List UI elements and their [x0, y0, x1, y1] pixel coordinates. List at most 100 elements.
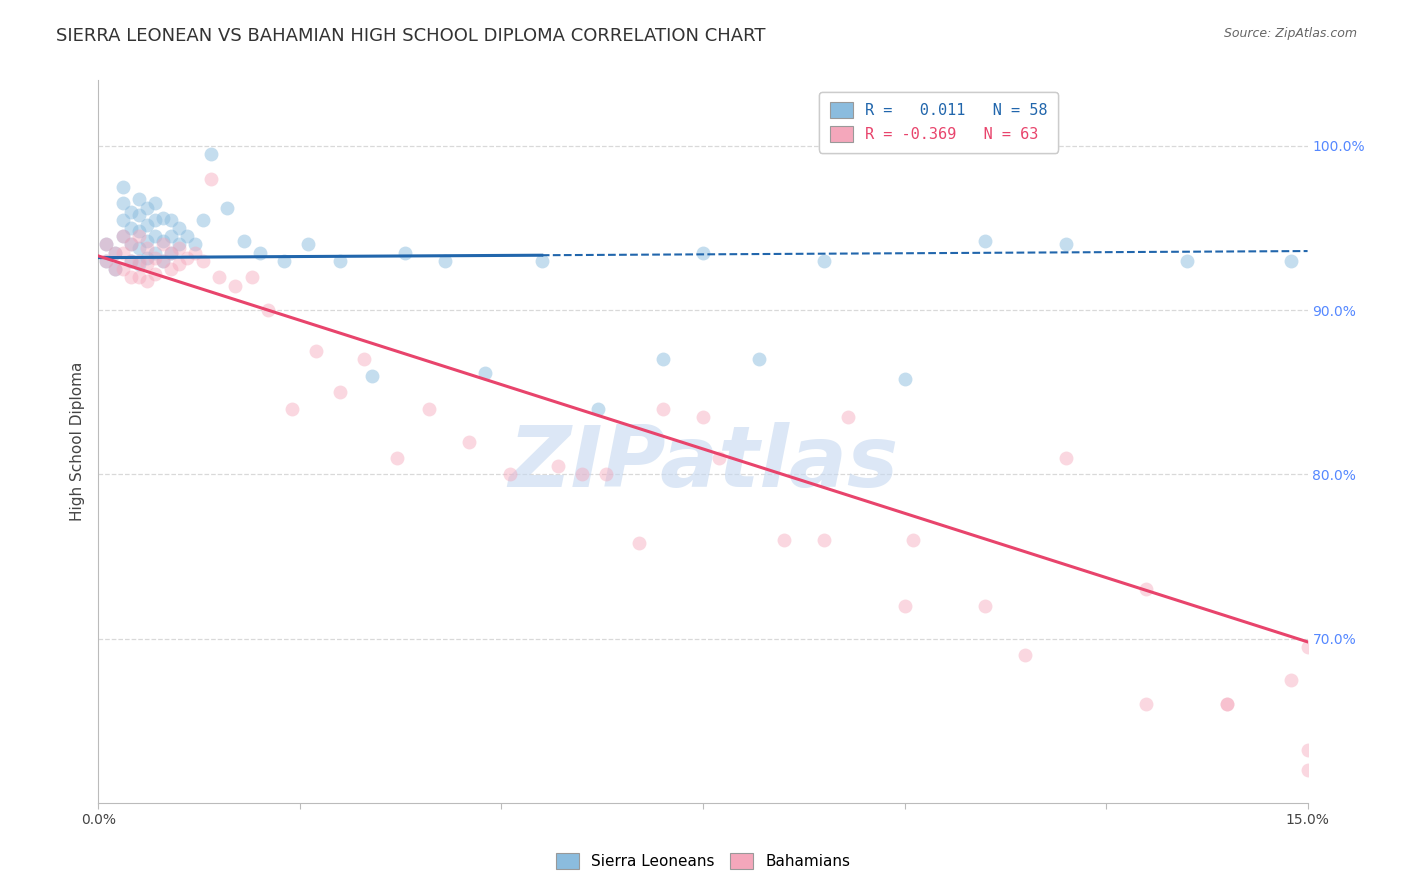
Point — [128, 224, 150, 238]
Point — [1281, 253, 1303, 268]
Point — [249, 245, 271, 260]
Point — [120, 237, 142, 252]
Point — [498, 467, 520, 482]
Point — [974, 234, 997, 248]
Point — [329, 253, 352, 268]
Point — [217, 202, 239, 216]
Point — [128, 253, 150, 268]
Point — [893, 372, 915, 386]
Point — [176, 229, 198, 244]
Point — [96, 237, 118, 252]
Point — [571, 467, 593, 482]
Point — [200, 147, 222, 161]
Y-axis label: High School Diploma: High School Diploma — [69, 362, 84, 521]
Point — [128, 192, 150, 206]
Point — [772, 533, 794, 547]
Point — [184, 245, 207, 260]
Point — [1054, 450, 1077, 465]
Point — [143, 196, 166, 211]
Point — [111, 229, 134, 244]
Point — [305, 344, 328, 359]
Point — [256, 303, 278, 318]
Point — [152, 253, 174, 268]
Point — [143, 212, 166, 227]
Legend: R =   0.011   N = 58, R = -0.369   N = 63: R = 0.011 N = 58, R = -0.369 N = 63 — [820, 92, 1059, 153]
Point — [96, 237, 118, 252]
Point — [974, 599, 997, 613]
Point — [103, 262, 125, 277]
Point — [135, 202, 157, 216]
Point — [474, 366, 496, 380]
Point — [530, 253, 553, 268]
Point — [434, 253, 457, 268]
Point — [96, 253, 118, 268]
Point — [152, 237, 174, 252]
Point — [458, 434, 481, 449]
Point — [353, 352, 375, 367]
Legend: Sierra Leoneans, Bahamians: Sierra Leoneans, Bahamians — [550, 847, 856, 875]
Point — [184, 237, 207, 252]
Point — [394, 245, 416, 260]
Point — [651, 401, 673, 416]
Point — [893, 599, 915, 613]
Point — [135, 257, 157, 271]
Point — [152, 253, 174, 268]
Text: ZIPatlas: ZIPatlas — [508, 422, 898, 505]
Point — [1135, 698, 1157, 712]
Point — [167, 221, 190, 235]
Point — [193, 212, 215, 227]
Point — [120, 237, 142, 252]
Point — [120, 253, 142, 268]
Point — [143, 251, 166, 265]
Point — [1135, 582, 1157, 597]
Point — [1054, 237, 1077, 252]
Point — [160, 245, 183, 260]
Point — [135, 218, 157, 232]
Point — [281, 401, 304, 416]
Point — [1216, 698, 1239, 712]
Point — [1296, 743, 1319, 757]
Point — [135, 251, 157, 265]
Point — [692, 409, 714, 424]
Point — [901, 533, 924, 547]
Point — [595, 467, 617, 482]
Point — [297, 237, 319, 252]
Point — [128, 270, 150, 285]
Point — [813, 253, 835, 268]
Point — [208, 270, 231, 285]
Point — [193, 253, 215, 268]
Point — [128, 229, 150, 244]
Point — [111, 196, 134, 211]
Point — [152, 211, 174, 226]
Point — [586, 401, 609, 416]
Point — [111, 180, 134, 194]
Point — [135, 274, 157, 288]
Point — [160, 262, 183, 277]
Point — [1014, 648, 1036, 662]
Point — [176, 251, 198, 265]
Point — [329, 385, 352, 400]
Point — [160, 212, 183, 227]
Text: SIERRA LEONEAN VS BAHAMIAN HIGH SCHOOL DIPLOMA CORRELATION CHART: SIERRA LEONEAN VS BAHAMIAN HIGH SCHOOL D… — [56, 27, 766, 45]
Point — [128, 257, 150, 271]
Point — [143, 245, 166, 260]
Point — [160, 229, 183, 244]
Point — [361, 368, 384, 383]
Point — [96, 253, 118, 268]
Point — [167, 237, 190, 252]
Point — [837, 409, 859, 424]
Text: Source: ZipAtlas.com: Source: ZipAtlas.com — [1223, 27, 1357, 40]
Point — [143, 229, 166, 244]
Point — [200, 171, 222, 186]
Point — [135, 241, 157, 255]
Point — [813, 533, 835, 547]
Point — [128, 241, 150, 255]
Point — [120, 253, 142, 268]
Point — [103, 245, 125, 260]
Point — [135, 234, 157, 248]
Point — [224, 278, 246, 293]
Point — [627, 536, 650, 550]
Point — [160, 245, 183, 260]
Point — [240, 270, 263, 285]
Point — [111, 245, 134, 260]
